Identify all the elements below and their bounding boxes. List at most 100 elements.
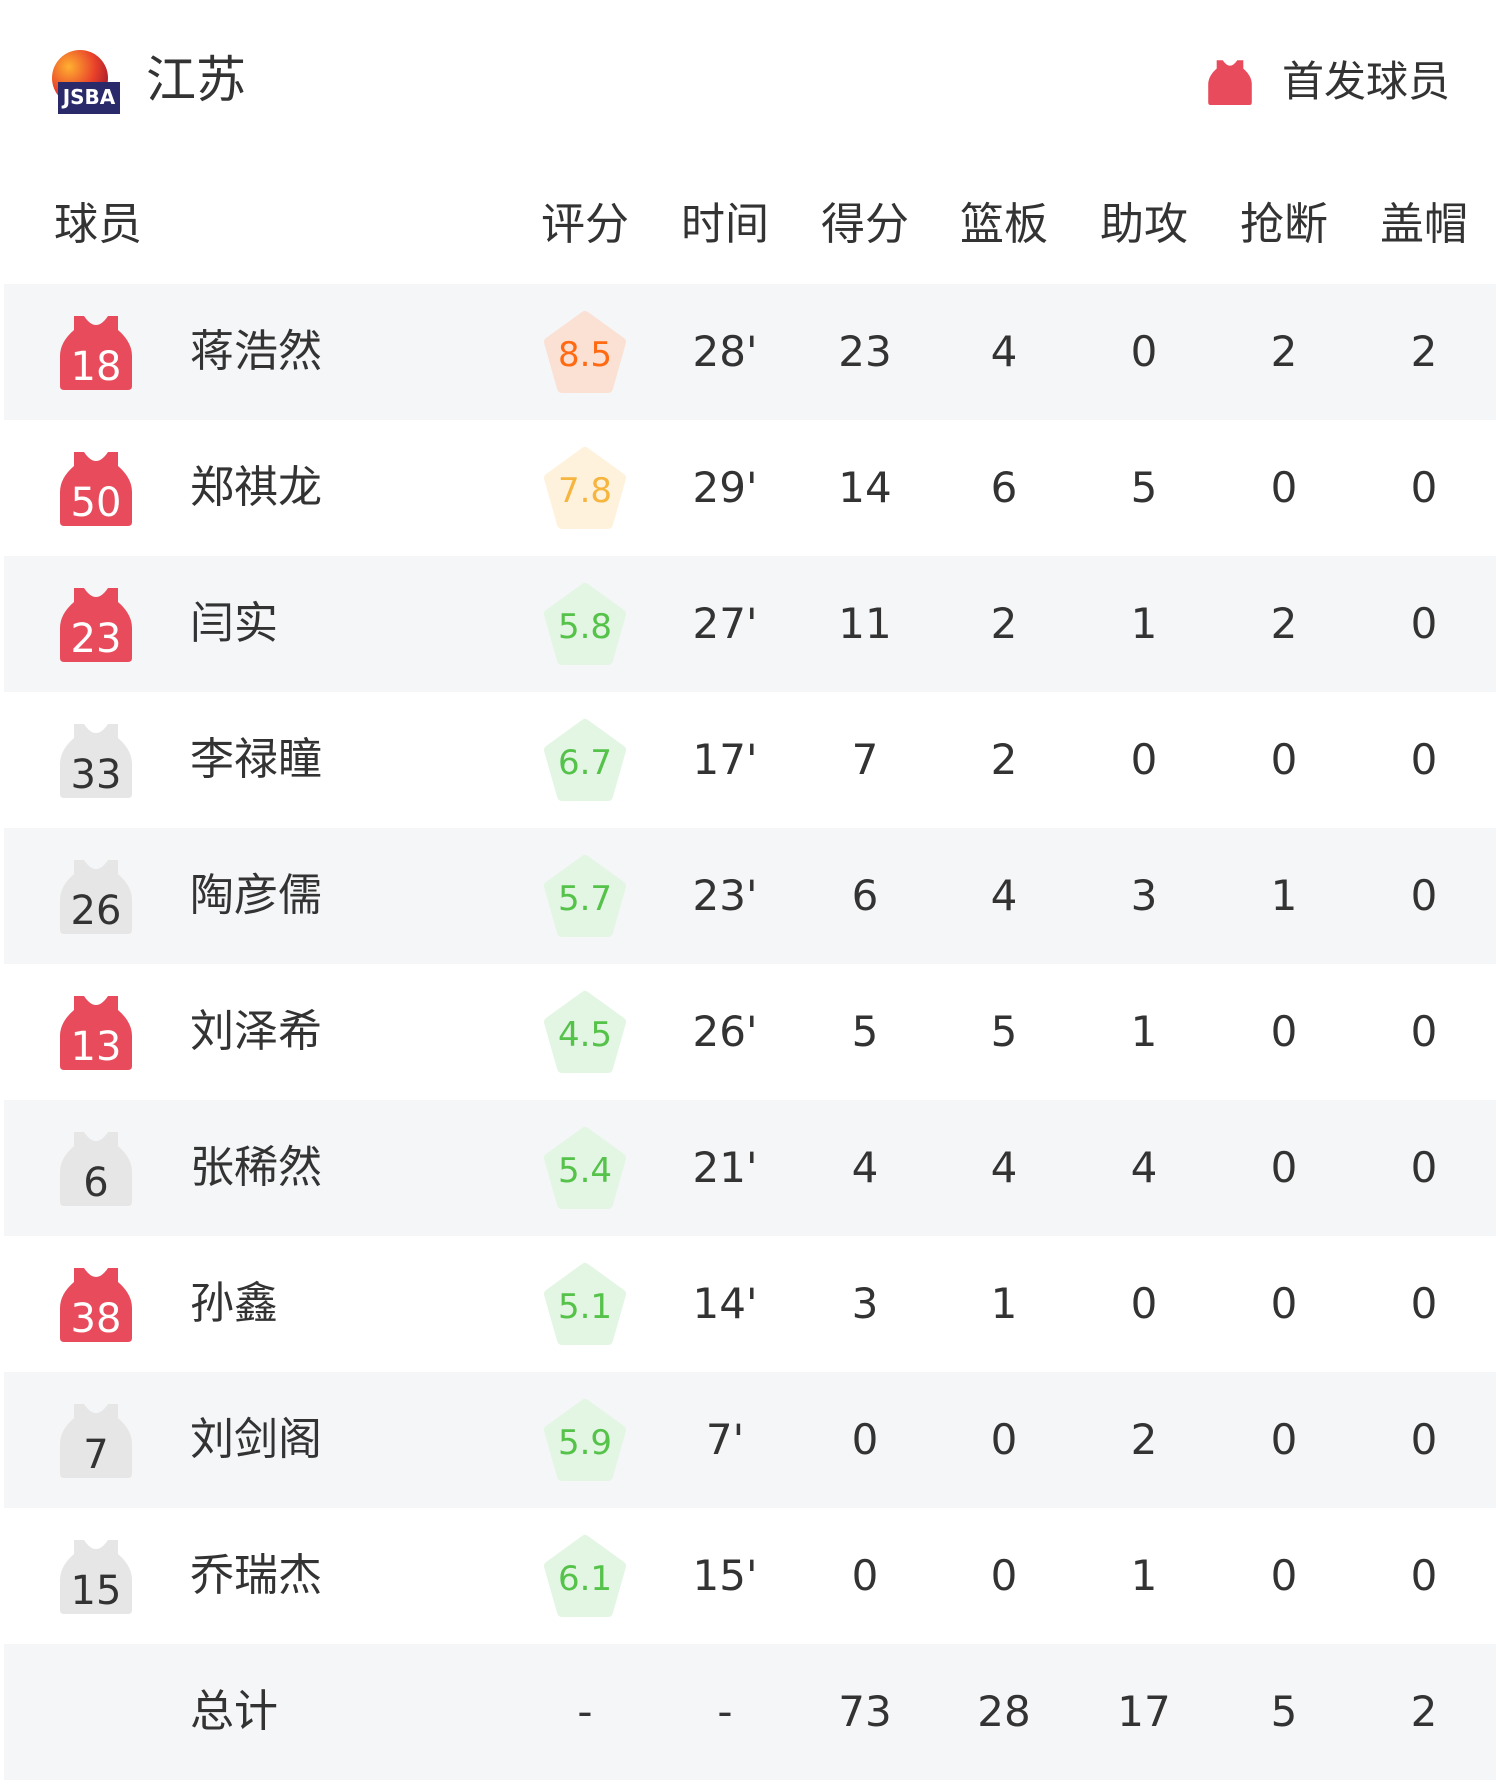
stat-pts: 6: [851, 871, 879, 920]
col-steals: 抢断: [1240, 199, 1328, 250]
rating-badge: 8.5: [543, 310, 627, 394]
player-name[interactable]: 李禄瞳: [190, 734, 322, 785]
total-time: -: [717, 1687, 733, 1736]
rating-badge: 5.8: [543, 582, 627, 666]
jersey-number-icon: 50: [60, 450, 132, 526]
rating-value: 5.7: [557, 879, 613, 919]
stat-time: 7': [705, 1415, 745, 1464]
jersey-number-icon: 15: [60, 1538, 132, 1614]
stat-reb: 0: [990, 1551, 1018, 1600]
rating-badge: 5.1: [543, 1262, 627, 1346]
stat-stl: 2: [1270, 327, 1298, 376]
stat-stl: 0: [1270, 1551, 1298, 1600]
stat-reb: 4: [990, 327, 1018, 376]
table-row[interactable]: 15 乔瑞杰 6.1 15' 0 0 1 0 0: [4, 1508, 1496, 1644]
stat-ast: 0: [1130, 735, 1158, 784]
jersey-number-icon: 7: [60, 1402, 132, 1478]
svg-text:JSBA: JSBA: [61, 85, 116, 109]
player-name[interactable]: 陶彦儒: [190, 870, 322, 921]
total-reb: 28: [977, 1687, 1031, 1736]
rating-value: 4.5: [557, 1015, 613, 1055]
stat-blk: 0: [1410, 1551, 1438, 1600]
stat-pts: 5: [851, 1007, 879, 1056]
stat-stl: 2: [1270, 599, 1298, 648]
table-row[interactable]: 38 孙鑫 5.1 14' 3 1 0 0 0: [4, 1236, 1496, 1372]
stat-pts: 0: [851, 1551, 879, 1600]
stat-blk: 0: [1410, 871, 1438, 920]
col-points: 得分: [821, 199, 909, 250]
table-header: 球员 评分 时间 得分 篮板 助攻 抢断 盖帽: [0, 190, 1500, 260]
total-pts: 73: [838, 1687, 892, 1736]
totals-label: 总计: [190, 1686, 278, 1737]
jersey-number-icon: 13: [60, 994, 132, 1070]
player-name[interactable]: 张稀然: [190, 1142, 322, 1193]
table-row[interactable]: 7 刘剑阁 5.9 7' 0 0 2 0 0: [4, 1372, 1496, 1508]
stat-reb: 4: [990, 1143, 1018, 1192]
player-name[interactable]: 乔瑞杰: [190, 1550, 322, 1601]
table-row[interactable]: 23 闫实 5.8 27' 11 2 1 2 0: [4, 556, 1496, 692]
stat-stl: 0: [1270, 735, 1298, 784]
jersey-number: 23: [70, 616, 122, 662]
rating-badge: 6.7: [543, 718, 627, 802]
stat-ast: 3: [1130, 871, 1158, 920]
rating-value: 6.7: [557, 743, 613, 783]
player-name[interactable]: 刘泽希: [190, 1006, 322, 1057]
player-stats-table: 18 蒋浩然 8.5 28' 23 4 0 2 2 50 郑祺龙 7.8 29' 14 6 5 0 0 23 闫实 5.…: [4, 284, 1496, 1780]
stat-blk: 0: [1410, 735, 1438, 784]
jersey-number: 33: [70, 752, 122, 798]
stat-time: 15': [692, 1551, 758, 1600]
stat-blk: 0: [1410, 1143, 1438, 1192]
rating-value: 5.1: [557, 1287, 613, 1327]
stat-ast: 4: [1130, 1143, 1158, 1192]
stat-reb: 4: [990, 871, 1018, 920]
rating-badge: 5.7: [543, 854, 627, 938]
stat-blk: 0: [1410, 599, 1438, 648]
table-row[interactable]: 13 刘泽希 4.5 26' 5 5 1 0 0: [4, 964, 1496, 1100]
player-name[interactable]: 郑祺龙: [190, 462, 322, 513]
stat-reb: 6: [990, 463, 1018, 512]
col-time: 时间: [681, 199, 769, 250]
team-name: 江苏: [146, 51, 246, 109]
jersey-number-icon: 26: [60, 858, 132, 934]
rating-value: 5.8: [557, 607, 613, 647]
stat-pts: 14: [838, 463, 892, 512]
stat-stl: 0: [1270, 1143, 1298, 1192]
stat-time: 26': [692, 1007, 758, 1056]
player-name[interactable]: 孙鑫: [190, 1278, 278, 1329]
col-blocks: 盖帽: [1380, 199, 1468, 250]
table-row[interactable]: 50 郑祺龙 7.8 29' 14 6 5 0 0: [4, 420, 1496, 556]
jersey-number-icon: 18: [60, 314, 132, 390]
totals-row: 总计 - - 73 28 17 5 2: [4, 1644, 1496, 1780]
stat-blk: 2: [1410, 327, 1438, 376]
stat-blk: 0: [1410, 1007, 1438, 1056]
rating-value: 7.8: [557, 471, 613, 511]
stat-stl: 0: [1270, 1007, 1298, 1056]
stat-reb: 2: [990, 599, 1018, 648]
jersey-number: 26: [70, 888, 122, 934]
total-blk: 2: [1410, 1687, 1438, 1736]
team-logo: JSBA: [48, 48, 122, 116]
stat-pts: 0: [851, 1415, 879, 1464]
stat-ast: 0: [1130, 327, 1158, 376]
stat-stl: 0: [1270, 1415, 1298, 1464]
table-row[interactable]: 6 张稀然 5.4 21' 4 4 4 0 0: [4, 1100, 1496, 1236]
table-row[interactable]: 33 李禄瞳 6.7 17' 7 2 0 0 0: [4, 692, 1496, 828]
stat-ast: 1: [1130, 1551, 1158, 1600]
stat-reb: 0: [990, 1415, 1018, 1464]
stat-reb: 5: [990, 1007, 1018, 1056]
jersey-number-icon: 6: [60, 1130, 132, 1206]
player-name[interactable]: 刘剑阁: [190, 1414, 322, 1465]
jersey-number: 13: [70, 1024, 122, 1070]
col-rebounds: 篮板: [960, 199, 1048, 250]
stat-pts: 11: [838, 599, 892, 648]
table-row[interactable]: 26 陶彦儒 5.7 23' 6 4 3 1 0: [4, 828, 1496, 964]
table-row[interactable]: 18 蒋浩然 8.5 28' 23 4 0 2 2: [4, 284, 1496, 420]
rating-badge: 5.9: [543, 1398, 627, 1482]
stat-pts: 23: [838, 327, 892, 376]
player-name[interactable]: 闫实: [190, 598, 278, 649]
stat-blk: 0: [1410, 1415, 1438, 1464]
jersey-number-icon: 38: [60, 1266, 132, 1342]
jersey-number: 38: [70, 1296, 122, 1342]
stat-ast: 1: [1130, 599, 1158, 648]
player-name[interactable]: 蒋浩然: [190, 326, 322, 377]
